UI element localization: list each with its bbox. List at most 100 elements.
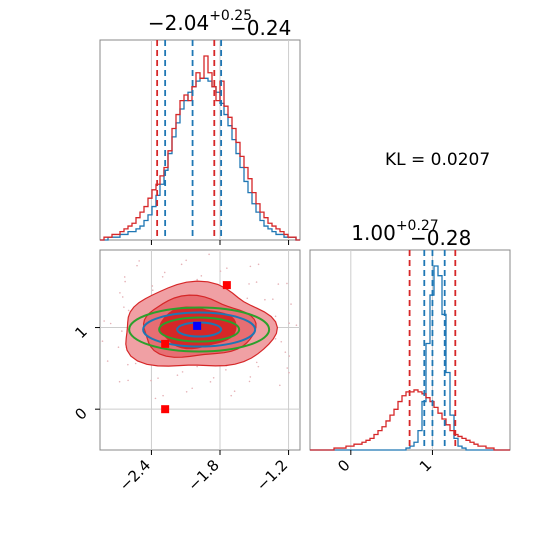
sample-point [230, 394, 233, 397]
green-contour [128, 306, 271, 353]
kl-divergence-label: KL = 0.0207 [385, 150, 490, 170]
param-1-title: −2.04+0.25 [148, 8, 252, 35]
sample-point [255, 361, 258, 364]
marginal-histogram-param-1 [99, 39, 301, 245]
sample-point [249, 376, 252, 378]
y-tick-label: 1 [71, 323, 90, 342]
sample-point [127, 363, 129, 366]
panel-frame [99, 249, 301, 451]
sample-point [136, 264, 138, 267]
sample-point [248, 380, 251, 383]
joint-x-tick-labels: −2.4 −1.8 −1.2 [116, 450, 291, 495]
sample-point [117, 346, 120, 349]
sample-point [101, 340, 104, 342]
sample-point [257, 263, 260, 266]
sample-point [154, 397, 157, 400]
sample-point [233, 390, 236, 393]
sample-point [288, 355, 291, 357]
param-2-title: 1.00+0.27 [351, 218, 438, 245]
sample-point [124, 280, 126, 283]
blue-histogram [100, 77, 300, 241]
sample-point [286, 367, 289, 369]
sample-point [196, 278, 198, 281]
sample-point [255, 281, 258, 283]
sample-point [121, 296, 124, 298]
blue-contour [142, 311, 257, 348]
x-tick-label: −1.8 [184, 456, 222, 494]
sample-point [288, 322, 290, 325]
param-1-upper-error: +0.25 [209, 8, 252, 24]
sample-point [290, 303, 292, 305]
sample-point [151, 289, 154, 292]
param-2-median: 1.00 [351, 221, 396, 245]
red-histogram [310, 389, 510, 451]
sample-point [264, 298, 266, 301]
sample-point [157, 377, 159, 379]
sample-point [249, 265, 252, 268]
joint-contour-panel [99, 249, 301, 451]
param-1-lower-error: −0.24 [230, 16, 291, 40]
sample-point [219, 270, 222, 272]
red-square-marker [161, 405, 170, 414]
x-tick-label: 1 [416, 456, 435, 475]
sample-point [284, 351, 287, 353]
param-2-lower-error: −0.28 [410, 226, 471, 250]
param-1-median: −2.04 [148, 11, 209, 35]
sample-point [208, 253, 210, 256]
sample-point [150, 379, 152, 382]
sample-point [119, 292, 121, 294]
sample-point [277, 283, 280, 285]
sample-point [103, 320, 105, 322]
sample-point [280, 340, 283, 343]
sample-point [272, 298, 274, 300]
sample-point [212, 376, 215, 379]
sample-point [185, 259, 187, 262]
sample-point [226, 267, 228, 269]
sample-point [295, 324, 298, 327]
sample-point [138, 260, 140, 262]
sample-point [176, 374, 179, 376]
marginal-histogram-param-2 [309, 249, 511, 451]
x-tick-label: 0 [334, 456, 353, 475]
sample-point [134, 362, 137, 365]
sample-point [121, 330, 123, 332]
sample-point [279, 384, 281, 387]
panel-frame [99, 39, 301, 241]
red-square-marker [222, 281, 231, 290]
sample-point [127, 309, 130, 312]
sample-point [118, 380, 121, 383]
red-square-marker [161, 339, 170, 348]
y-tick-label: 0 [71, 404, 90, 423]
sample-point [246, 297, 249, 300]
sample-point [288, 371, 290, 374]
joint-y-tick-labels: 01 [71, 323, 100, 424]
sample-point [151, 285, 154, 287]
sample-point [274, 338, 277, 340]
sample-point [180, 263, 183, 266]
sample-point [181, 371, 184, 373]
sample-point [161, 276, 164, 278]
sample-point [106, 360, 109, 362]
sample-point [257, 365, 260, 368]
sample-point [163, 271, 166, 274]
sample-point [274, 315, 277, 318]
x-tick-label: −2.4 [116, 456, 154, 494]
red-histogram [100, 55, 300, 241]
sample-point [162, 394, 164, 397]
green-contour [158, 316, 241, 343]
sample-point [196, 365, 198, 368]
sample-point [109, 322, 112, 325]
sample-point [123, 306, 125, 308]
sample-point [191, 387, 193, 390]
sample-point [127, 379, 129, 382]
sample-point [248, 283, 250, 285]
sample-point [185, 391, 188, 393]
x-tick-label: −1.2 [253, 456, 291, 494]
sample-point [209, 381, 212, 383]
sample-point [200, 275, 203, 277]
sample-point [123, 276, 126, 278]
blue-square-marker [193, 321, 202, 330]
param-2-upper-error: +0.27 [396, 218, 439, 234]
